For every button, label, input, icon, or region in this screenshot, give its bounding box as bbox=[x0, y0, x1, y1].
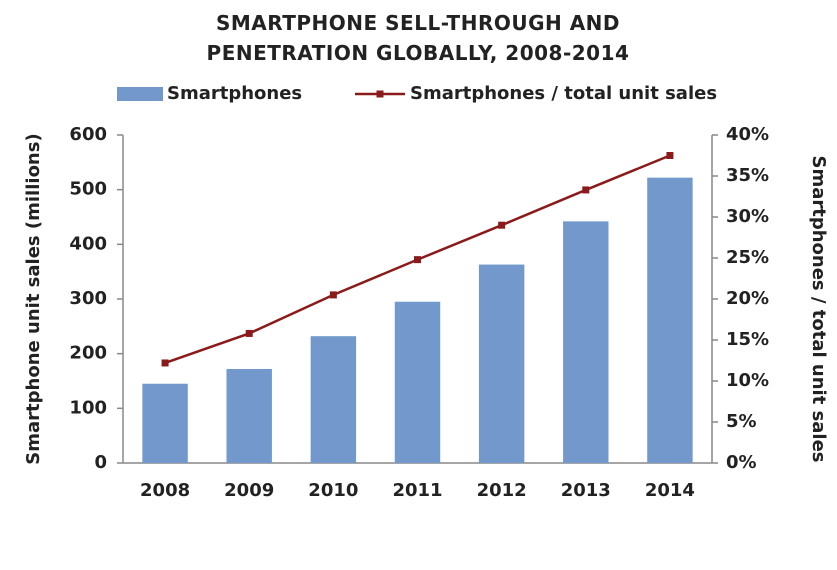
y-tick-label: 500 bbox=[69, 179, 107, 200]
y2-axis-label: Smartphones / total unit sales bbox=[808, 155, 829, 462]
y-tick-label: 200 bbox=[69, 343, 107, 364]
x-tick-label: 2010 bbox=[308, 480, 358, 501]
y2-tick-label: 0% bbox=[726, 452, 757, 473]
x-tick-label: 2012 bbox=[477, 480, 527, 501]
bar bbox=[478, 264, 525, 463]
y2-tick-label: 35% bbox=[726, 165, 769, 186]
line-marker bbox=[666, 152, 674, 159]
legend-marker bbox=[376, 90, 384, 98]
legend-swatch bbox=[117, 87, 163, 101]
x-tick-label: 2013 bbox=[561, 480, 611, 501]
legend-label: Smartphones / total unit sales bbox=[410, 83, 717, 104]
line-marker bbox=[161, 359, 169, 367]
line-marker bbox=[498, 221, 506, 229]
line-marker bbox=[329, 291, 337, 299]
y-tick-label: 0 bbox=[94, 452, 107, 473]
bar bbox=[647, 177, 693, 463]
legend-label: Smartphones bbox=[167, 83, 302, 104]
line-marker bbox=[414, 256, 421, 264]
bar bbox=[142, 383, 188, 463]
x-tick-label: 2011 bbox=[392, 480, 442, 501]
y2-tick-label: 30% bbox=[726, 206, 769, 227]
y-tick-label: 300 bbox=[69, 288, 107, 309]
line-marker bbox=[582, 186, 590, 194]
chart-title: SMARTPHONE SELL-THROUGH AND PENETRATION … bbox=[206, 11, 630, 65]
bar bbox=[310, 336, 357, 463]
y2-tick-label: 10% bbox=[726, 370, 769, 391]
y-tick-label: 400 bbox=[69, 233, 107, 254]
y2-tick-label: 25% bbox=[726, 247, 769, 268]
y-axis-label: Smartphone unit sales (millions) bbox=[23, 133, 44, 464]
y-tick-label: 100 bbox=[69, 397, 107, 418]
y2-tick-label: 20% bbox=[726, 288, 769, 309]
bar bbox=[226, 368, 272, 463]
x-tick-label: 2008 bbox=[140, 480, 190, 501]
bar bbox=[563, 221, 609, 463]
x-tick-label: 2009 bbox=[224, 480, 274, 501]
bar bbox=[394, 301, 441, 463]
y2-tick-label: 40% bbox=[726, 124, 769, 145]
y-tick-label: 600 bbox=[69, 124, 107, 145]
y2-tick-label: 15% bbox=[726, 329, 769, 350]
x-tick-label: 2014 bbox=[645, 480, 695, 501]
y2-tick-label: 5% bbox=[726, 411, 757, 432]
line-marker bbox=[245, 329, 253, 337]
